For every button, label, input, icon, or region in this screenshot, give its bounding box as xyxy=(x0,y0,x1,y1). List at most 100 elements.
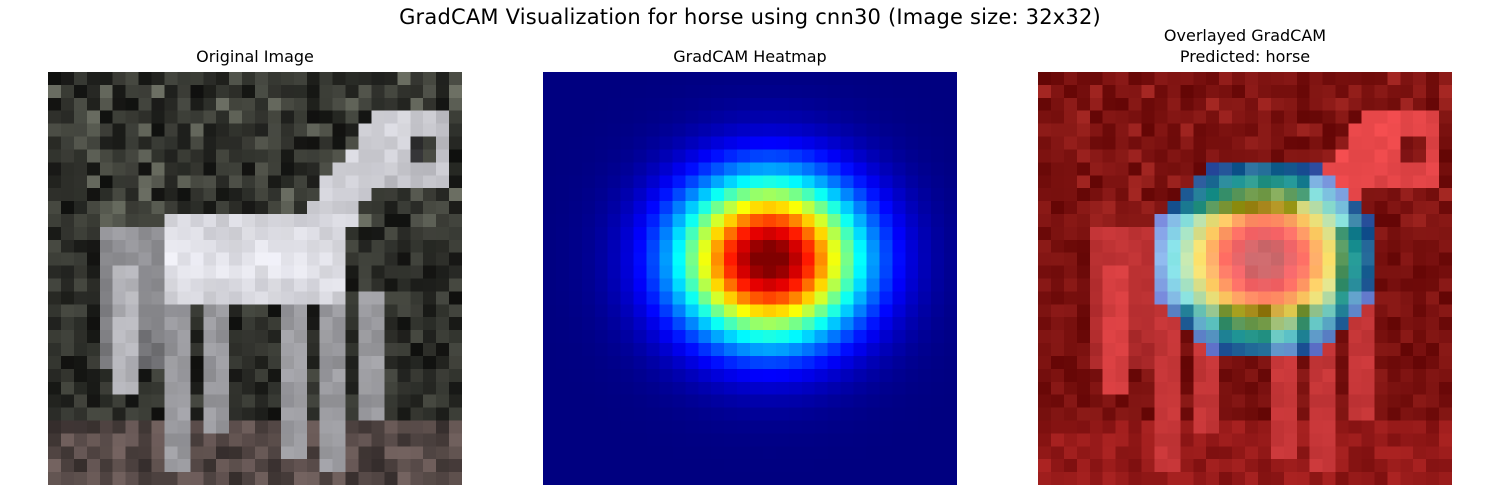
original-pixel xyxy=(332,420,346,434)
overlay-cell xyxy=(1063,355,1078,370)
original-pixel xyxy=(99,149,113,163)
overlay-cell xyxy=(1296,252,1310,266)
heatmap-cell xyxy=(607,265,621,279)
original-pixel xyxy=(48,472,62,485)
heatmap-cell xyxy=(866,355,880,370)
original-pixel xyxy=(410,459,424,473)
heatmap-cell xyxy=(698,188,712,202)
original-pixel xyxy=(125,188,139,202)
original-pixel xyxy=(410,265,424,279)
overlay-cell xyxy=(1348,265,1362,279)
overlay-cell xyxy=(1128,226,1142,241)
heatmap-cell xyxy=(543,394,557,408)
heatmap-cell xyxy=(659,201,673,215)
heatmap-cell xyxy=(827,407,841,421)
heatmap-cell xyxy=(594,394,608,408)
heatmap-cell xyxy=(659,239,673,253)
original-pixel xyxy=(164,381,178,395)
original-pixel xyxy=(216,265,230,279)
original-pixel xyxy=(151,278,165,292)
original-pixel xyxy=(242,239,256,253)
original-pixel xyxy=(423,368,437,383)
heatmap-cell xyxy=(620,97,634,111)
heatmap-cell xyxy=(607,252,621,266)
original-pixel xyxy=(267,162,282,176)
heatmap-cell xyxy=(543,355,557,370)
overlay-cell xyxy=(1076,394,1091,408)
heatmap-cell xyxy=(594,252,608,266)
overlay-cell xyxy=(1167,136,1181,150)
overlay-cell xyxy=(1335,407,1349,421)
heatmap-cell xyxy=(543,291,557,305)
heatmap-cell xyxy=(698,420,712,434)
heatmap-cell xyxy=(607,304,621,318)
overlay-cell xyxy=(1322,226,1336,241)
heatmap-cell xyxy=(762,394,777,408)
original-pixel xyxy=(345,201,359,215)
heatmap-cell xyxy=(814,136,828,150)
overlay-cell xyxy=(1128,201,1142,215)
overlay-cell xyxy=(1232,368,1246,383)
original-pixel xyxy=(125,343,139,357)
overlay-cell xyxy=(1180,97,1194,111)
heatmap-cell xyxy=(685,188,699,202)
heatmap-cell xyxy=(659,459,673,473)
heatmap-cell xyxy=(646,84,660,99)
overlay-cell xyxy=(1439,459,1452,473)
original-pixel xyxy=(332,226,346,241)
heatmap-cell xyxy=(633,394,647,408)
overlay-cell xyxy=(1050,433,1065,447)
heatmap-cell xyxy=(724,188,738,202)
original-pixel xyxy=(384,420,398,434)
heatmap-cell xyxy=(633,136,647,150)
overlay-cell xyxy=(1232,188,1246,202)
overlay-cell xyxy=(1219,162,1233,176)
heatmap-cell xyxy=(944,136,957,150)
original-pixel xyxy=(449,420,462,434)
heatmap-cell xyxy=(633,343,647,357)
original-pixel xyxy=(436,459,450,473)
original-pixel xyxy=(203,213,217,228)
heatmap-cell xyxy=(594,226,608,241)
heatmap-cell xyxy=(698,201,712,215)
overlay-cell xyxy=(1426,330,1440,344)
heatmap-cell xyxy=(659,394,673,408)
overlay-cell xyxy=(1245,459,1259,473)
heatmap-cell xyxy=(801,162,815,176)
original-pixel xyxy=(242,355,256,370)
heatmap-cell xyxy=(944,472,957,485)
overlay-cell xyxy=(1400,317,1414,331)
overlay-cell xyxy=(1413,213,1427,228)
overlay-cell xyxy=(1387,252,1401,266)
heatmap-cell xyxy=(827,110,841,124)
heatmap-cell xyxy=(801,201,815,215)
heatmap-cell xyxy=(814,291,828,305)
heatmap-cell xyxy=(918,188,932,202)
original-pixel xyxy=(229,317,243,331)
heatmap-cell xyxy=(543,381,557,395)
heatmap-cell xyxy=(659,97,673,111)
heatmap-cell xyxy=(788,110,803,124)
original-pixel xyxy=(293,265,308,279)
original-pixel xyxy=(397,381,411,395)
original-pixel xyxy=(332,330,346,344)
overlay-cell xyxy=(1050,175,1065,189)
overlay-cell xyxy=(1283,201,1298,215)
original-pixel xyxy=(177,330,191,344)
overlay-cell xyxy=(1309,84,1323,99)
original-pixel xyxy=(216,368,230,383)
overlay-cell xyxy=(1115,420,1129,434)
overlay-cell xyxy=(1076,459,1091,473)
overlay-cell xyxy=(1180,433,1194,447)
original-pixel xyxy=(423,355,437,370)
original-pixel xyxy=(190,239,204,253)
heatmap-cell xyxy=(931,355,945,370)
overlay-cell xyxy=(1219,201,1233,215)
original-pixel xyxy=(177,136,191,150)
overlay-cell xyxy=(1167,149,1181,163)
overlay-cell xyxy=(1180,394,1194,408)
overlay-cell xyxy=(1413,304,1427,318)
original-pixel xyxy=(151,368,165,383)
heatmap-cell xyxy=(879,188,893,202)
heatmap-cell xyxy=(788,394,803,408)
